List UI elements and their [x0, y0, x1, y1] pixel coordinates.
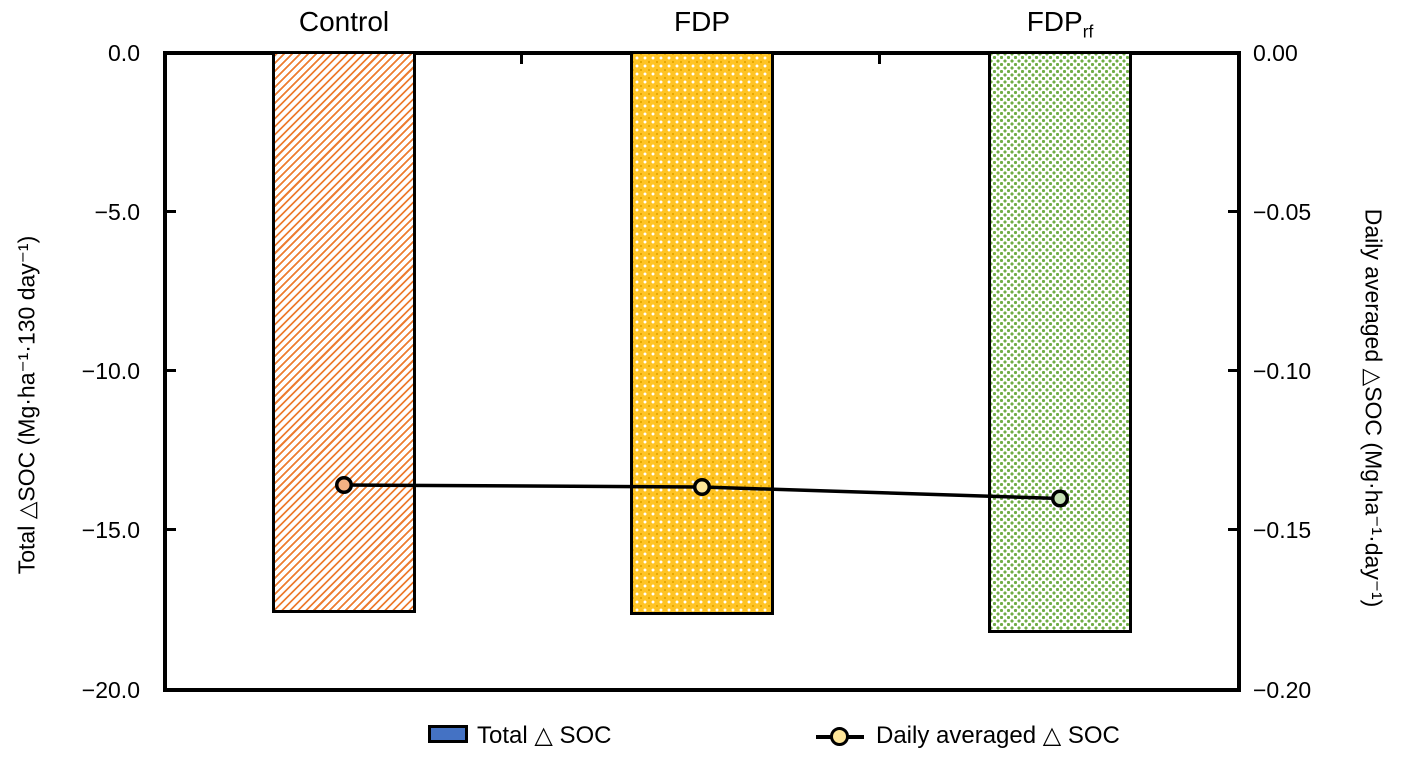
data-point-marker-control	[335, 476, 353, 494]
category-label-fdp: FDP	[674, 6, 730, 37]
data-point-marker-fdp	[693, 478, 711, 496]
legend-line-label: Daily averaged △ SOC	[876, 722, 1120, 749]
left-axis-tick-label: −15.0	[81, 517, 140, 543]
left-axis-tick	[167, 528, 176, 531]
left-axis-tick-label: 0.0	[108, 40, 140, 66]
category-label-fdprf-subscript: rf	[1082, 21, 1094, 42]
data-point-marker-fdprf	[1051, 489, 1069, 508]
right-axis-tick	[1228, 210, 1237, 213]
right-axis-tick-label: −0.15	[1253, 517, 1312, 543]
right-axis-tick-label: −0.10	[1253, 358, 1312, 384]
right-axis-tick-label: 0.00	[1253, 40, 1298, 66]
category-label-control: Control	[298, 6, 390, 37]
right-axis-tick	[1228, 369, 1237, 372]
left-axis-tick-label: −5.0	[94, 199, 140, 225]
legend-bar-label: Total △ SOC	[477, 722, 612, 749]
left-axis-tick-label: −20.0	[81, 677, 140, 703]
bar-fdp	[630, 51, 774, 615]
left-axis-tick-label: −10.0	[81, 358, 140, 384]
bar-fdprf	[988, 51, 1132, 633]
right-axis-tick-label: −0.20	[1253, 677, 1312, 703]
top-axis-tick	[520, 55, 523, 64]
bar-control	[272, 51, 416, 613]
right-axis-tick	[1228, 528, 1237, 531]
legend-bar-swatch	[428, 725, 468, 743]
top-axis-tick	[878, 55, 881, 64]
legend-line-marker	[830, 727, 849, 746]
left-axis-tick	[167, 369, 176, 372]
category-label-fdprf: FDPrf	[1026, 6, 1094, 42]
left-axis-tick	[167, 210, 176, 213]
right-axis-tick-label: −0.05	[1253, 199, 1312, 225]
